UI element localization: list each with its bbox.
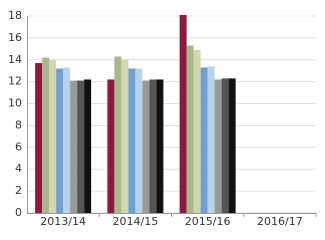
bar [200,67,208,213]
bar [56,68,64,214]
x-tick-label: 2016/17 [257,215,303,228]
bar [35,63,43,213]
bar [135,68,143,214]
x-tick-label: 2015/16 [185,215,231,228]
bar [228,78,236,213]
bar [179,14,187,214]
bar [149,79,157,213]
bar [156,79,164,213]
bar [214,79,222,213]
y-tick-label: 4 [15,162,22,175]
bar [121,59,129,214]
bar [63,67,71,213]
y-tick-label: 14 [8,53,22,66]
y-tick-label: 6 [15,140,22,153]
y-tick-label: 10 [8,97,22,110]
bar [193,49,201,213]
bar [49,59,57,214]
bar [107,79,115,213]
y-tick-label: 0 [15,206,22,219]
bar [221,78,229,213]
bar [77,80,85,213]
bar [84,79,92,213]
bar [186,45,194,213]
y-tick-label: 16 [8,31,22,44]
y-tick-label: 2 [15,184,22,197]
x-tick-label: 2014/15 [113,215,159,228]
x-tick-label: 2013/14 [40,215,86,228]
bar [128,68,136,214]
bar [207,66,215,213]
y-tick-label: 12 [8,75,22,88]
bar [70,80,78,213]
bar [114,56,122,213]
y-tick-label: 8 [15,118,22,131]
bar [42,57,50,213]
y-tick-label: 18 [8,9,22,22]
bar [142,80,150,213]
